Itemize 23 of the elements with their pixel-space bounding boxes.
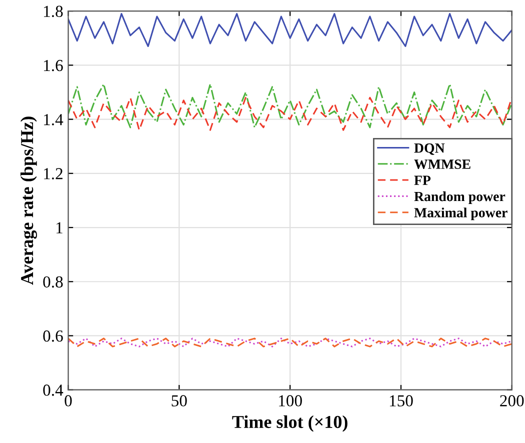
x-tick-label: 150 [390, 395, 413, 406]
x-axis-title: Time slot (×10) [232, 415, 348, 432]
x-tick-label: 100 [279, 395, 302, 406]
y-tick-label: 0.8 [43, 276, 63, 288]
legend-label: Maximal power [414, 208, 508, 220]
y-tick-label: 1.2 [44, 168, 62, 180]
legend-label: Random power [414, 191, 506, 204]
legend-label: FP [414, 176, 431, 185]
y-tick-label: 1.8 [44, 6, 63, 18]
line-series [68, 83, 512, 128]
x-tick-label: 50 [172, 395, 187, 406]
line-series [68, 338, 512, 348]
y-tick-label: 1.6 [44, 60, 63, 72]
x-tick-label: 200 [500, 395, 524, 406]
y-tick-label: 0.4 [43, 384, 64, 396]
legend-label: WMMSE [414, 160, 470, 169]
line-series [68, 96, 512, 131]
y-tick-label: 1 [56, 222, 62, 234]
x-tick-label: 0 [64, 395, 72, 406]
y-tick-label: 0.6 [43, 330, 63, 342]
y-axis-title: Average rate (bps/Hz) [20, 116, 37, 285]
y-tick-label: 1.4 [44, 114, 64, 126]
legend-label: DQN [414, 143, 445, 155]
